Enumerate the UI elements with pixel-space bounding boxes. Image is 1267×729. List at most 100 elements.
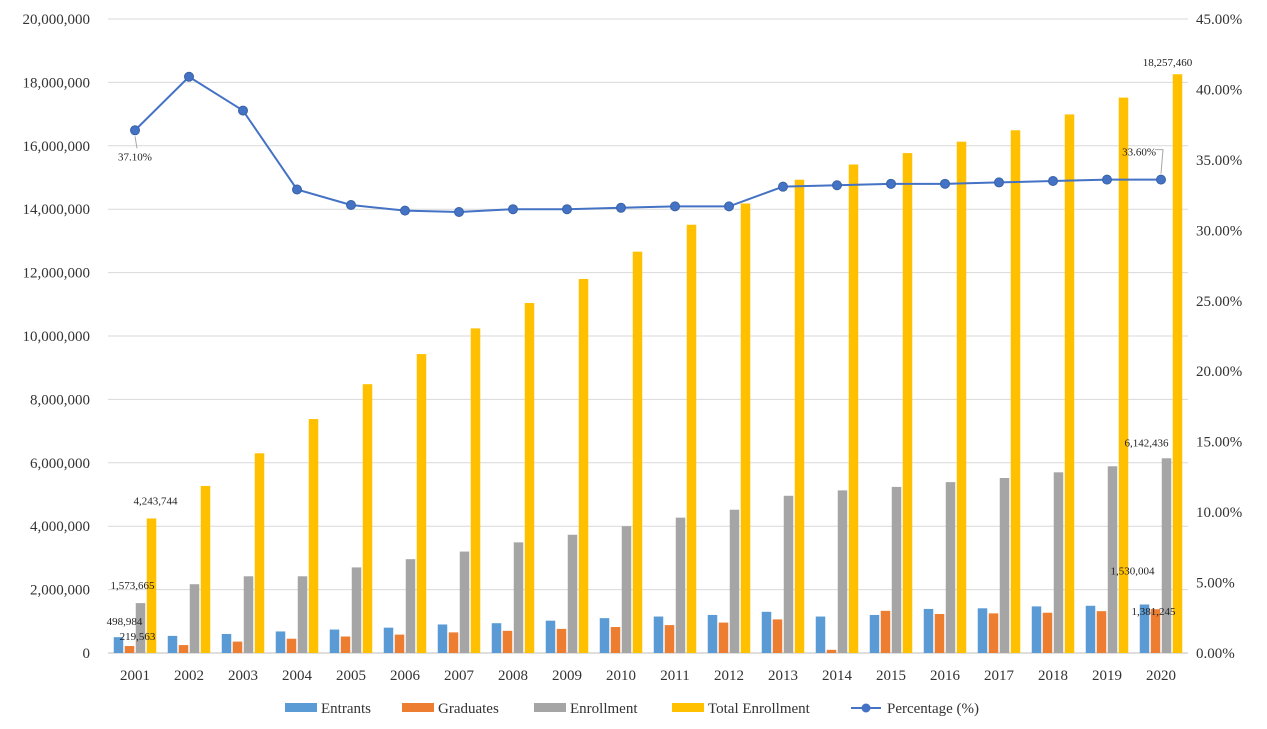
percentage-point (184, 71, 194, 82)
line-series (130, 71, 1166, 218)
percentage-point (562, 204, 572, 215)
leader-line (134, 136, 138, 149)
bar-graduates (772, 619, 783, 653)
y2-tick-label: 45.00% (1196, 12, 1242, 28)
bar-entrants (977, 608, 988, 653)
bar-graduates (502, 630, 513, 653)
x-tick-label: 2006 (390, 668, 421, 684)
bar-graduates (448, 632, 459, 653)
axes: 0 2,000,000 4,000,000 6,000,000 8,000,000 10,… (23, 12, 1243, 684)
bar-graduates (610, 627, 621, 653)
x-tick-label: 2020 (1146, 668, 1176, 684)
bar-enrollment (513, 542, 524, 653)
bar-series (113, 74, 1183, 654)
legend-swatch (672, 703, 704, 712)
bar-entrants (437, 624, 448, 653)
bar-graduates (664, 625, 675, 653)
bar-total-enrollment (470, 328, 481, 653)
bar-graduates (1042, 612, 1053, 653)
bar-total-enrollment (1118, 97, 1129, 654)
percentage-point (994, 177, 1004, 188)
y-tick-label: 12,000,000 (23, 266, 91, 282)
y-tick-label: 16,000,000 (23, 139, 91, 155)
bar-entrants (815, 616, 826, 653)
bar-enrollment (999, 478, 1010, 653)
percentage-point (886, 178, 896, 189)
y2-tick-label: 0.00% (1196, 646, 1235, 662)
legend-swatch (285, 703, 317, 712)
percentage-point (130, 125, 140, 136)
bar-total-enrollment (200, 485, 211, 653)
y-tick-label: 2,000,000 (30, 583, 90, 599)
bar-enrollment (1107, 466, 1118, 653)
y2-tick-label: 25.00% (1196, 294, 1242, 310)
data-label: 37.10% (118, 151, 152, 163)
legend-item: Entrants (285, 701, 371, 717)
bar-enrollment (189, 584, 200, 653)
bar-graduates (718, 622, 729, 653)
data-label: 219,563 (120, 631, 156, 643)
data-label: 1,381,245 (1132, 606, 1177, 618)
percentage-point (508, 204, 518, 215)
data-labels: 37.10% 33.60% 4,243,744 18,257,460 1,573,665… (107, 57, 1193, 643)
bar-enrollment (621, 526, 632, 653)
bar-entrants (761, 611, 772, 653)
y2-tick-label: 35.00% (1196, 153, 1242, 169)
y-tick-label: 0 (83, 646, 91, 662)
bar-entrants (869, 614, 880, 653)
y-tick-label: 8,000,000 (30, 392, 90, 408)
percentage-point (940, 178, 950, 189)
percentage-point (454, 207, 464, 218)
y-tick-label: 4,000,000 (30, 519, 90, 535)
x-tick-label: 2016 (930, 668, 961, 684)
y-tick-label: 20,000,000 (23, 12, 91, 28)
bar-enrollment (1053, 472, 1064, 653)
legend: Entrants Graduates Enrollment Total Enrollm… (285, 701, 979, 717)
x-tick-label: 2011 (660, 668, 689, 684)
bar-graduates (934, 614, 945, 653)
x-tick-label: 2001 (120, 668, 150, 684)
x-tick-label: 2014 (822, 668, 853, 684)
bar-total-enrollment (686, 224, 697, 653)
bar-entrants (1031, 606, 1042, 653)
bar-enrollment (405, 559, 416, 653)
data-label: 1,530,004 (1111, 565, 1156, 577)
bar-total-enrollment (308, 419, 319, 653)
bar-graduates (826, 649, 837, 653)
bar-graduates (1150, 609, 1161, 653)
bar-total-enrollment (254, 453, 265, 653)
bar-total-enrollment (740, 203, 751, 653)
bar-entrants (113, 637, 124, 653)
y-tick-label: 14,000,000 (23, 202, 91, 218)
bar-total-enrollment (362, 384, 373, 653)
x-tick-label: 2017 (984, 668, 1015, 684)
bar-total-enrollment (632, 251, 643, 654)
bar-total-enrollment (1172, 74, 1183, 653)
bar-total-enrollment (848, 164, 859, 654)
percentage-point (1156, 174, 1166, 185)
percentage-point (292, 184, 302, 195)
percentage-point (346, 199, 356, 210)
bar-enrollment (459, 551, 470, 653)
bar-enrollment (675, 517, 686, 653)
bar-graduates (178, 645, 189, 653)
y-tick-label: 18,000,000 (23, 75, 91, 91)
y2-tick-label: 30.00% (1196, 223, 1242, 239)
bar-enrollment (135, 603, 146, 653)
bar-enrollment (945, 482, 956, 653)
bar-enrollment (351, 567, 362, 653)
bar-total-enrollment (146, 518, 157, 653)
bar-graduates (340, 636, 351, 653)
data-label: 18,257,460 (1143, 57, 1193, 69)
percentage-point (832, 180, 842, 191)
bar-total-enrollment (902, 153, 913, 653)
percentage-point (724, 201, 734, 212)
bar-entrants (167, 635, 178, 653)
y2-tick-label: 20.00% (1196, 364, 1242, 380)
x-tick-label: 2002 (174, 668, 204, 684)
y2-tick-label: 15.00% (1196, 435, 1242, 451)
bar-entrants (1085, 605, 1096, 653)
percentage-line (134, 75, 1161, 214)
legend-swatch (402, 703, 434, 712)
